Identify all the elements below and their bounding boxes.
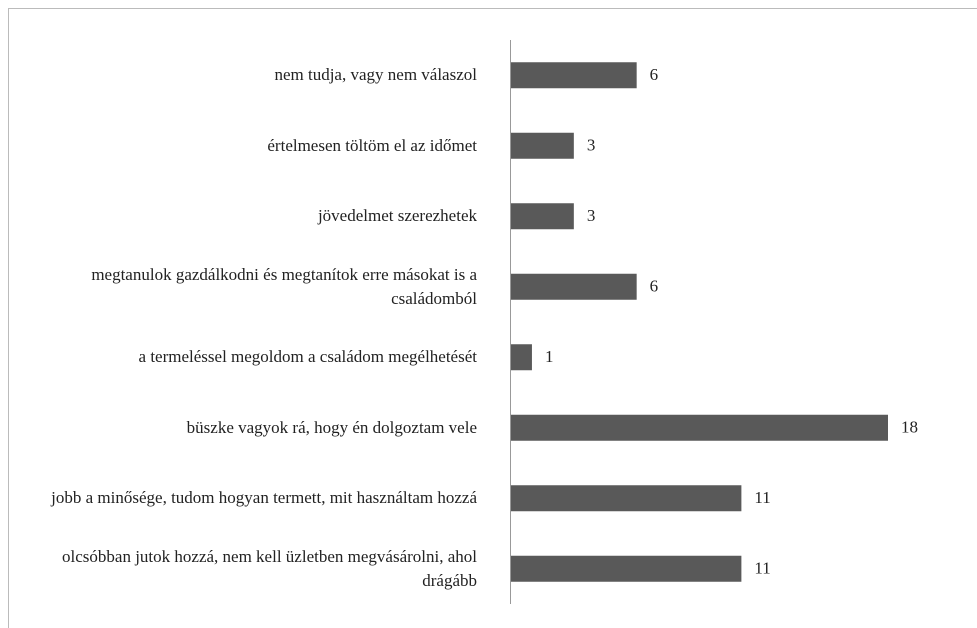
value-label: 1 <box>545 347 554 366</box>
category-label: olcsóbban jutok hozzá, nem kell üzletben… <box>62 546 477 590</box>
bar <box>511 203 574 230</box>
category-label: megtanulok gazdálkodni és megtanítok err… <box>91 264 477 308</box>
category-label: jövedelmet szerezhetek <box>317 206 477 226</box>
bar <box>511 62 637 89</box>
value-label: 3 <box>587 136 596 155</box>
value-label: 11 <box>754 559 770 578</box>
value-label: 11 <box>754 488 770 507</box>
value-label: 3 <box>587 206 596 225</box>
bar <box>511 414 888 441</box>
value-label: 6 <box>650 65 659 84</box>
value-label: 18 <box>901 418 918 437</box>
frame <box>8 8 977 628</box>
bar <box>511 485 742 512</box>
value-label: 6 <box>650 277 659 296</box>
category-label: a termeléssel megoldom a családom megélh… <box>138 347 477 367</box>
bar <box>511 555 742 582</box>
category-label: nem tudja, vagy nem válaszol <box>274 65 477 85</box>
bar <box>511 273 637 300</box>
bar <box>511 132 574 159</box>
category-label: jobb a minősége, tudom hogyan termett, m… <box>51 488 477 508</box>
bar <box>511 344 532 371</box>
category-label: büszke vagyok rá, hogy én dolgoztam vele <box>186 417 477 437</box>
category-label: értelmesen töltöm el az időmet <box>267 135 477 155</box>
